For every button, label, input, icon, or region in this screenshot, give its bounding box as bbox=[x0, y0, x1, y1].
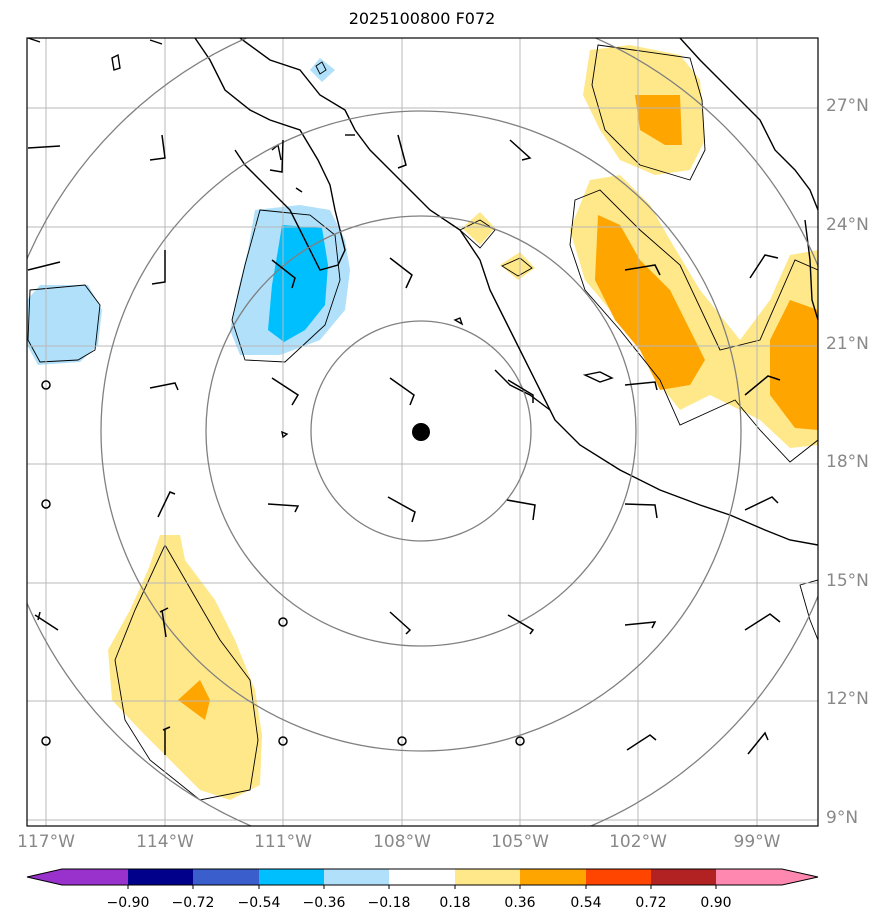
wind-barb bbox=[151, 250, 166, 285]
colorbar-label: −0.18 bbox=[367, 895, 411, 911]
colorbar-extend-low bbox=[27, 869, 62, 885]
map-frame bbox=[26, 37, 819, 827]
lat-label: 24°N bbox=[826, 215, 869, 235]
colorbar-label: −0.72 bbox=[171, 895, 215, 911]
range-ring bbox=[205, 215, 637, 647]
wind-barb bbox=[397, 134, 407, 169]
shaded-anomaly-layer bbox=[27, 45, 818, 800]
lon-label: 114°W bbox=[136, 832, 194, 852]
colorbar-label: −0.54 bbox=[237, 895, 281, 911]
wind-barb bbox=[624, 381, 658, 391]
colorbar-swatch bbox=[128, 869, 193, 885]
lat-label: 15°N bbox=[826, 571, 869, 591]
colorbar-swatch bbox=[716, 869, 782, 885]
wind-barb bbox=[271, 259, 296, 289]
negative-anomaly-area bbox=[310, 58, 335, 82]
range-ring bbox=[310, 320, 532, 542]
positive-anomaly-area bbox=[462, 212, 495, 245]
lat-label: 12°N bbox=[826, 689, 869, 709]
wind-barb bbox=[749, 254, 779, 279]
wind-barb bbox=[624, 503, 658, 519]
wind-barb bbox=[624, 264, 661, 276]
colorbar-swatch bbox=[389, 869, 455, 885]
colorbar-swatch bbox=[520, 869, 586, 885]
positive-anomaly-area bbox=[108, 535, 262, 800]
range-ring bbox=[100, 110, 742, 752]
coastline bbox=[27, 38, 818, 546]
colorbar-label: 0.72 bbox=[635, 895, 667, 911]
positive-anomaly-area bbox=[500, 252, 535, 280]
colorbar-label: 0.54 bbox=[570, 895, 602, 911]
colorbar-label: −0.36 bbox=[302, 895, 346, 911]
wind-barb bbox=[507, 614, 535, 635]
colorbar-swatch bbox=[586, 869, 651, 885]
wind-barb bbox=[389, 377, 415, 406]
colorbar-extend-high bbox=[782, 869, 818, 885]
wind-barb bbox=[34, 611, 59, 631]
lon-label: 99°W bbox=[733, 832, 781, 852]
wind-barb bbox=[624, 621, 657, 629]
wind-barb bbox=[27, 261, 61, 271]
colorbar-swatch bbox=[324, 869, 389, 885]
calm-wind-marker bbox=[41, 380, 51, 390]
wind-barb bbox=[744, 496, 779, 511]
wind-barb bbox=[507, 379, 534, 403]
colorbar-label: 0.18 bbox=[439, 895, 471, 911]
storm-center-marker bbox=[412, 423, 430, 441]
wind-barb bbox=[387, 496, 416, 523]
calm-wind-marker bbox=[278, 617, 288, 627]
colorbar-swatch bbox=[455, 869, 520, 885]
wind-barb bbox=[747, 731, 769, 755]
calm-wind-markers bbox=[41, 380, 525, 746]
wind-barb bbox=[162, 726, 171, 755]
lat-label: 18°N bbox=[826, 452, 869, 472]
colorbar-swatch bbox=[193, 869, 259, 885]
wind-barbs bbox=[27, 134, 781, 755]
calm-wind-marker bbox=[41, 736, 51, 746]
positive-anomaly-core bbox=[770, 300, 818, 430]
colorbar bbox=[26, 868, 819, 889]
lon-label: 108°W bbox=[373, 832, 431, 852]
calm-wind-marker bbox=[278, 736, 288, 746]
graticule bbox=[27, 38, 818, 826]
map-title: 2025100800 F072 bbox=[348, 9, 496, 28]
wind-barb bbox=[271, 377, 300, 406]
lon-label: 102°W bbox=[609, 832, 667, 852]
wind-barb bbox=[744, 375, 781, 396]
colorbar-outline bbox=[26, 868, 819, 886]
wind-barb bbox=[626, 734, 657, 751]
wind-barb bbox=[149, 382, 179, 391]
colorbar-swatch bbox=[651, 869, 716, 885]
wind-barb bbox=[267, 503, 300, 513]
wind-barb bbox=[269, 139, 284, 173]
colorbar-swatch bbox=[62, 869, 128, 885]
lat-label: 9°N bbox=[826, 808, 859, 828]
colorbar-label: 0.90 bbox=[700, 895, 732, 911]
wind-barb bbox=[157, 491, 176, 518]
lon-label: 111°W bbox=[254, 832, 312, 852]
wind-barb bbox=[506, 499, 536, 521]
wind-barb bbox=[389, 257, 413, 289]
wind-barb bbox=[509, 139, 532, 161]
wind-barb bbox=[389, 611, 412, 635]
wind-barb bbox=[744, 613, 781, 631]
calm-wind-marker bbox=[397, 736, 407, 746]
colorbar-label: 0.36 bbox=[504, 895, 536, 911]
positive-anomaly-core bbox=[178, 680, 210, 720]
calm-wind-marker bbox=[41, 499, 51, 509]
positive-anomaly-area bbox=[570, 175, 818, 448]
wind-barb bbox=[27, 145, 61, 149]
range-rings bbox=[27, 38, 818, 826]
wind-barb bbox=[159, 607, 169, 638]
lat-label: 27°N bbox=[826, 96, 869, 116]
colorbar-swatch bbox=[259, 869, 324, 885]
lon-label: 105°W bbox=[491, 832, 549, 852]
lat-label: 21°N bbox=[826, 334, 869, 354]
wind-barb bbox=[149, 134, 166, 161]
colorbar-label: −0.90 bbox=[106, 895, 150, 911]
lon-label: 117°W bbox=[17, 832, 75, 852]
calm-wind-marker bbox=[515, 736, 525, 746]
